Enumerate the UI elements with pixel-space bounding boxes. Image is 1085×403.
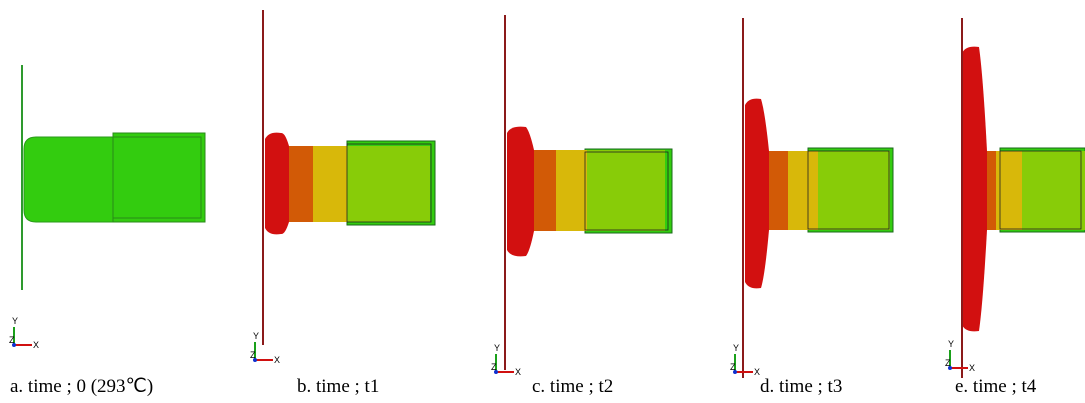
axis-label-y: Y: [494, 343, 500, 353]
temperature-band: [788, 151, 818, 230]
axis-label-x: X: [969, 363, 975, 373]
panel-a: [22, 65, 205, 290]
panel-caption: d. time ; t3: [760, 376, 842, 397]
temperature-band: [767, 151, 788, 230]
temperature-band: [587, 150, 665, 231]
temperature-band: [1022, 151, 1085, 230]
axis-triad: YXZ: [730, 343, 760, 377]
flash-head: [962, 47, 987, 332]
axis-label-x: X: [33, 340, 39, 350]
temperature-band: [532, 150, 556, 231]
temperature-band: [347, 146, 430, 222]
panel: [962, 18, 1085, 378]
temperature-band: [556, 150, 587, 231]
panel: [263, 10, 435, 345]
temperature-band: [818, 151, 890, 230]
panel: [505, 15, 672, 370]
temperature-band: [313, 146, 347, 222]
axis-triad: Y X Z: [9, 316, 39, 350]
axis-label-y: Y: [733, 343, 739, 353]
axis-triad: Y X Z: [945, 339, 975, 373]
axis-triad: Y X Z: [491, 343, 521, 377]
axis-label-x: X: [515, 367, 521, 377]
panel-caption: e. time ; t4: [955, 376, 1037, 397]
billet: [24, 137, 113, 222]
panel: [743, 18, 893, 378]
flash-head: [745, 99, 769, 289]
axis-label-z: Z: [250, 350, 256, 360]
axis-label-z: Z: [730, 362, 736, 372]
axis-label-z: Z: [9, 335, 15, 345]
axis-label-x: X: [274, 355, 280, 365]
temperature-band: [287, 146, 313, 222]
axis-triad: Y X Z: [250, 331, 280, 365]
panel-caption: b. time ; t1: [297, 376, 379, 397]
axis-label-z: Z: [491, 362, 497, 372]
axis-label-y: Y: [253, 331, 259, 341]
axis-label-z: Z: [945, 358, 951, 368]
axis-label-y: Y: [12, 316, 18, 326]
panel-caption: a. time ; 0 (293℃): [10, 376, 153, 397]
flash-head: [265, 133, 289, 235]
flash-head: [507, 127, 534, 257]
panel-caption: c. time ; t2: [532, 376, 613, 397]
figure: YXZYXZYXZYXZYXZa. time ; 0 (293℃)b. time…: [0, 0, 1085, 403]
container: [113, 133, 205, 222]
axis-label-y: Y: [948, 339, 954, 349]
